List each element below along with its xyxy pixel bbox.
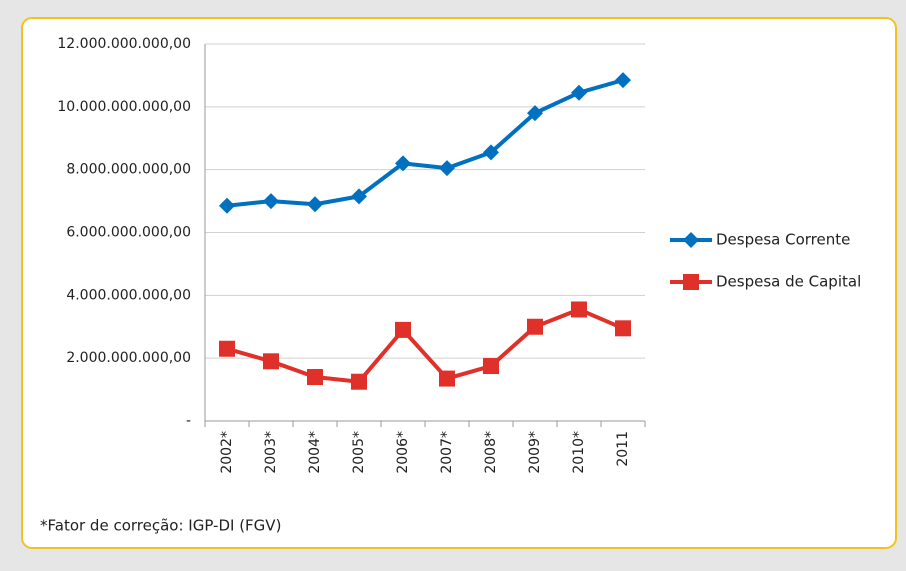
data-point bbox=[307, 369, 323, 386]
data-point bbox=[307, 196, 323, 213]
data-point bbox=[527, 105, 543, 122]
data-point bbox=[351, 373, 367, 390]
x-tick-label: 2004* bbox=[307, 431, 323, 474]
x-tick-label: 2007* bbox=[439, 431, 455, 474]
y-tick-label: 2.000.000.000,00 bbox=[66, 350, 191, 366]
data-point bbox=[615, 72, 631, 89]
data-point bbox=[219, 197, 235, 214]
footnote: *Fator de correção: IGP-DI (FGV) bbox=[40, 517, 281, 535]
data-point bbox=[263, 193, 279, 210]
data-point bbox=[439, 370, 455, 387]
y-tick-label: 4.000.000.000,00 bbox=[66, 287, 191, 303]
data-point bbox=[527, 318, 543, 335]
data-point bbox=[483, 144, 499, 161]
series-line bbox=[226, 307, 624, 384]
legend-marker bbox=[683, 274, 699, 290]
x-tick-label: 2006* bbox=[395, 431, 411, 474]
x-tick-label: 2002* bbox=[219, 431, 235, 474]
y-tick-label: - bbox=[186, 413, 191, 429]
legend-label: Despesa Corrente bbox=[716, 231, 850, 249]
series-line bbox=[226, 78, 624, 208]
y-tick-label: 12.000.000.000,00 bbox=[57, 36, 191, 52]
x-tick-label: 2008* bbox=[483, 431, 499, 474]
data-point bbox=[615, 320, 631, 337]
data-point bbox=[395, 155, 411, 172]
data-point bbox=[263, 353, 279, 370]
legend-label: Despesa de Capital bbox=[716, 273, 861, 291]
data-point bbox=[219, 340, 235, 357]
data-point bbox=[571, 301, 587, 318]
legend-marker bbox=[683, 232, 699, 248]
data-point bbox=[439, 160, 455, 177]
x-tick-label: 2009* bbox=[527, 431, 543, 474]
data-point bbox=[571, 84, 587, 101]
data-point bbox=[483, 358, 499, 375]
x-tick-label: 2003* bbox=[263, 431, 279, 474]
x-tick-label: 2005* bbox=[351, 431, 367, 474]
x-tick-label: 2011 bbox=[615, 431, 631, 467]
data-point bbox=[395, 321, 411, 338]
panel bbox=[21, 17, 897, 549]
y-tick-label: 8.000.000.000,00 bbox=[66, 162, 191, 178]
x-tick-label: 2010* bbox=[571, 431, 587, 474]
y-tick-label: 10.000.000.000,00 bbox=[57, 99, 191, 115]
data-point bbox=[351, 188, 367, 205]
y-tick-label: 6.000.000.000,00 bbox=[66, 225, 191, 241]
